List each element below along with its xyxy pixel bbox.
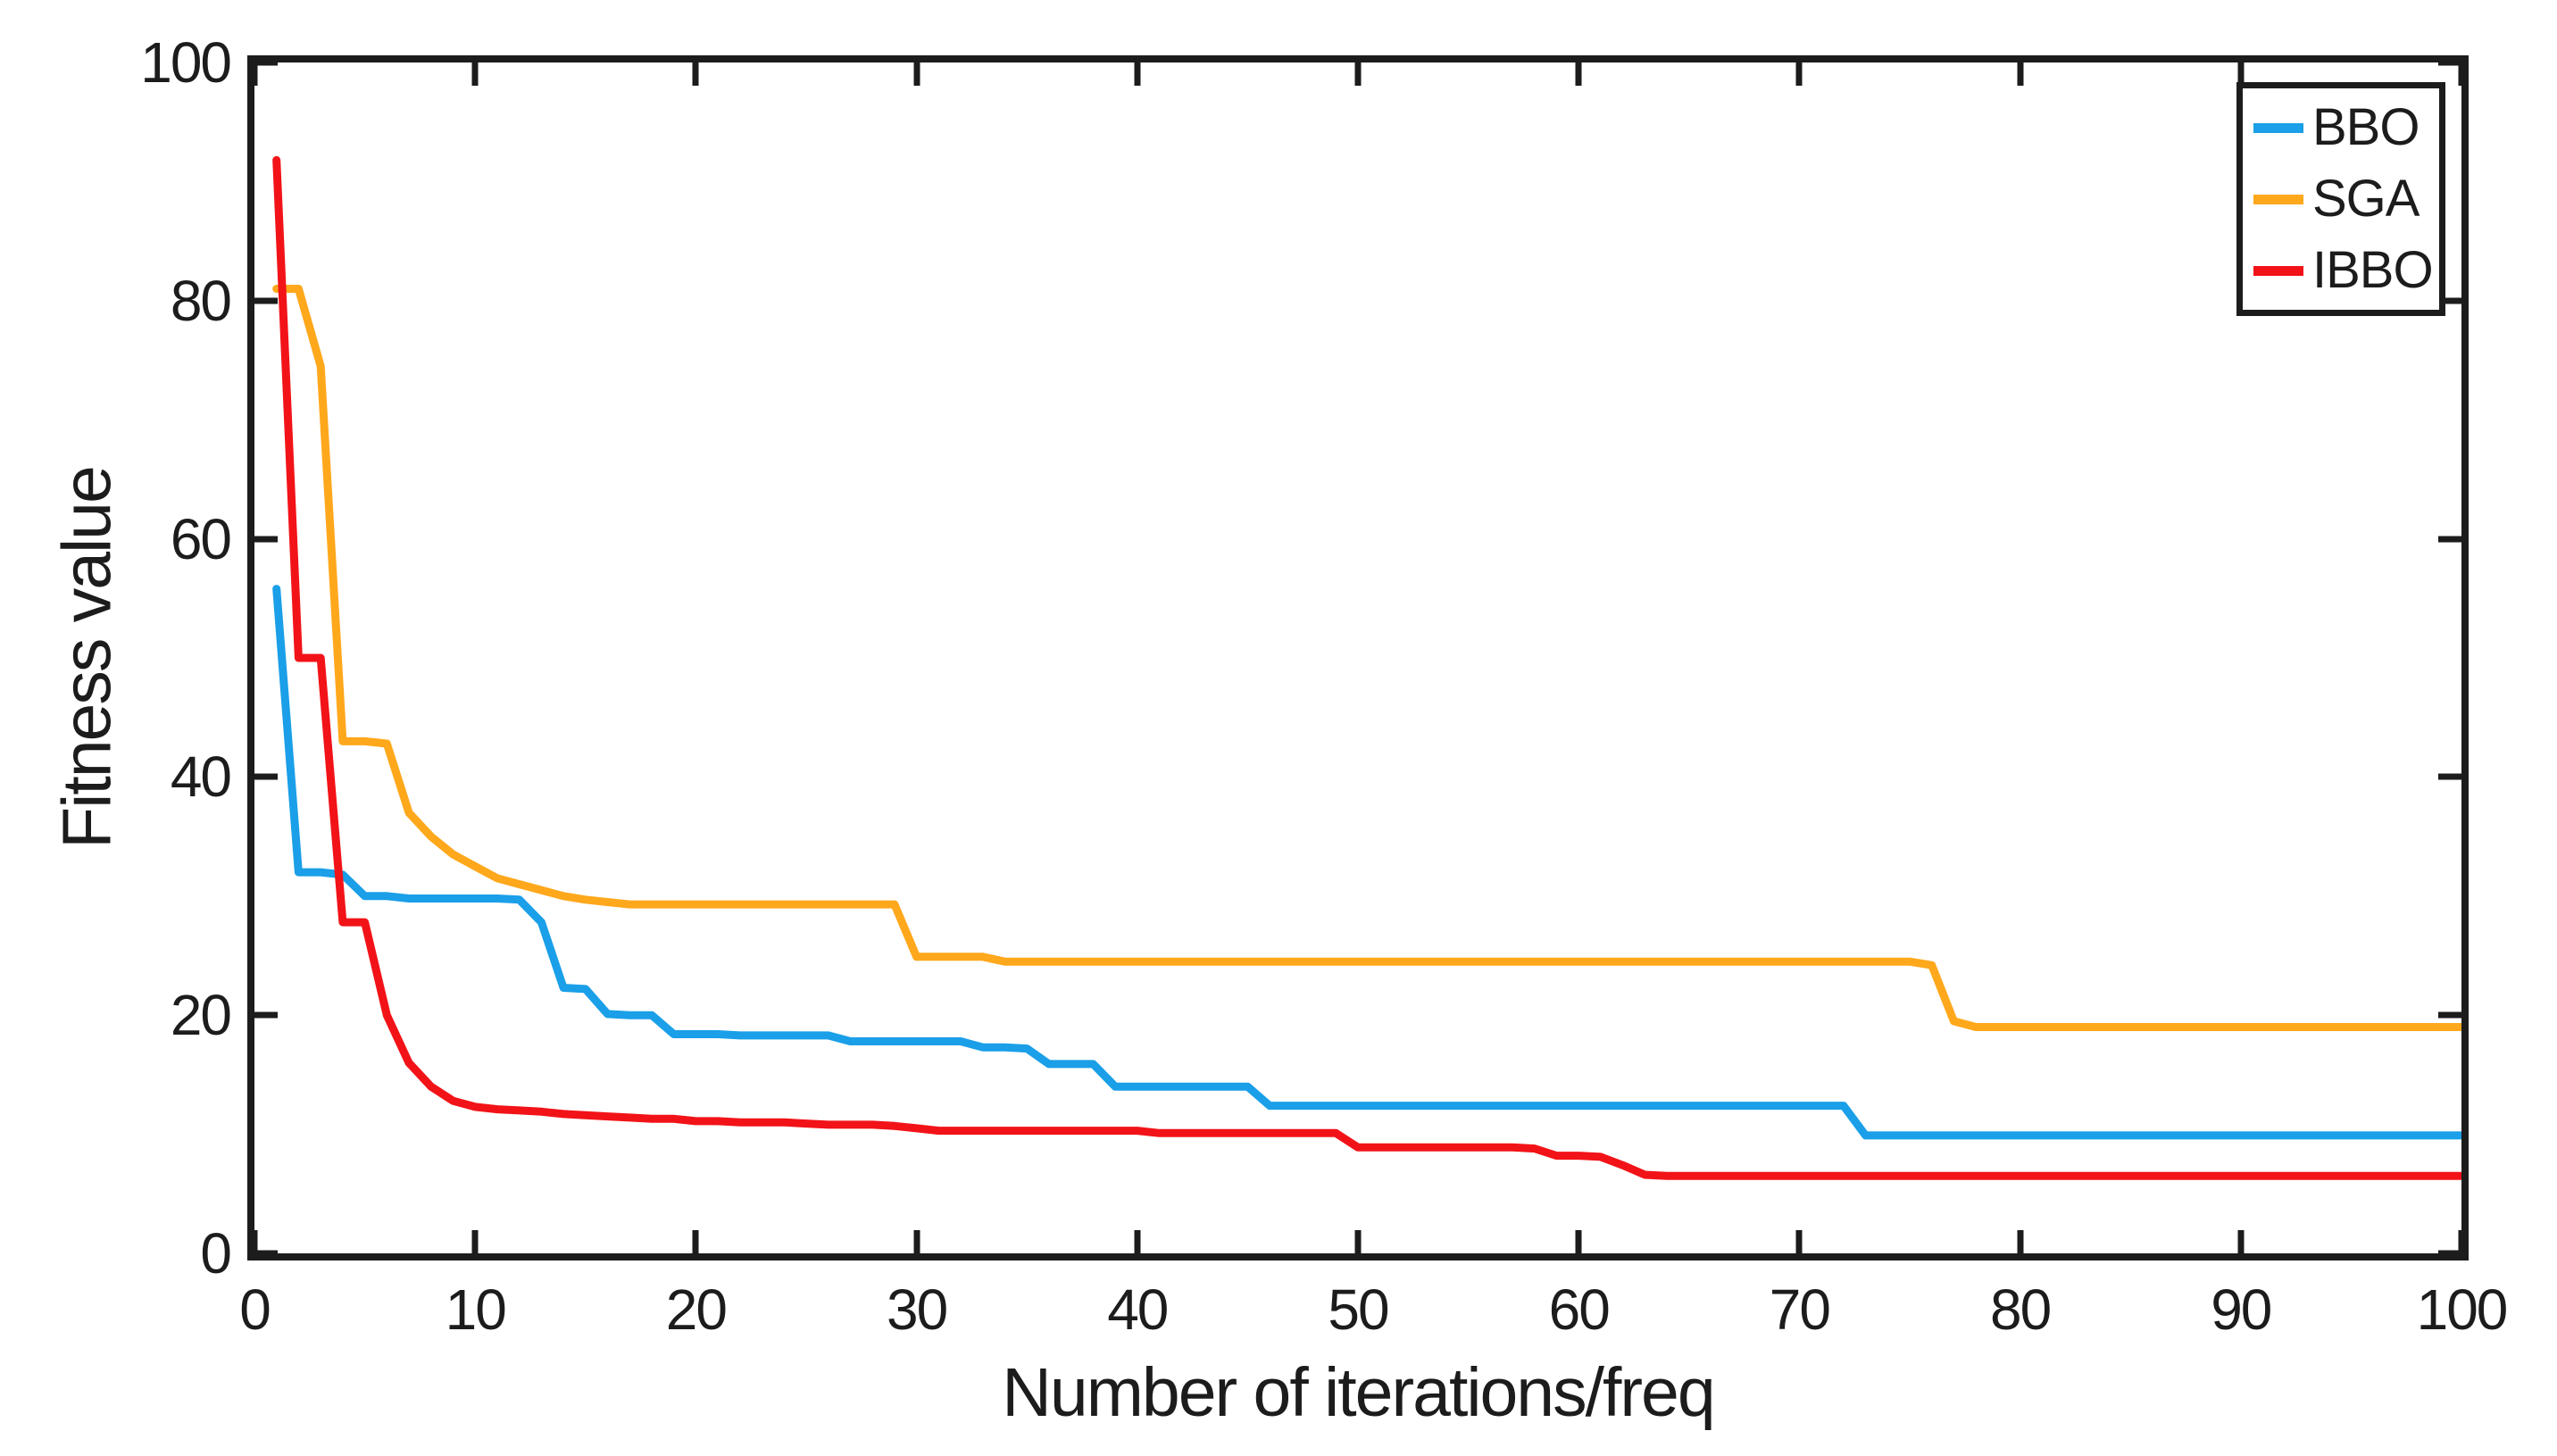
x-tick-label: 50 bbox=[1328, 1277, 1389, 1342]
y-tick-mark bbox=[2438, 297, 2461, 304]
x-tick-mark bbox=[2237, 62, 2245, 86]
legend-item-bbo: BBO bbox=[2253, 102, 2439, 154]
legend-label: BBO bbox=[2312, 98, 2420, 156]
x-tick-label: 10 bbox=[445, 1277, 507, 1342]
x-axis-title: Number of iterations/freq bbox=[1002, 1354, 1715, 1431]
x-tick-mark bbox=[251, 62, 258, 86]
x-tick-mark bbox=[1795, 1230, 1803, 1253]
x-tick-mark bbox=[251, 1230, 258, 1253]
y-tick-mark bbox=[2438, 536, 2461, 543]
x-tick-label: 100 bbox=[2416, 1277, 2509, 1342]
x-tick-mark bbox=[1354, 1230, 1362, 1253]
x-tick-mark bbox=[471, 1230, 479, 1253]
series-line-bbo bbox=[272, 585, 2461, 1140]
legend-item-sga: SGA bbox=[2253, 173, 2439, 225]
y-tick-mark bbox=[254, 1250, 278, 1257]
legend-label: IBBO bbox=[2312, 241, 2434, 299]
x-tick-label: 20 bbox=[665, 1277, 728, 1342]
y-tick-label: 0 bbox=[200, 1221, 232, 1285]
x-tick-mark bbox=[913, 62, 920, 86]
y-tick-mark bbox=[2438, 1250, 2461, 1257]
legend-item-ibbo: IBBO bbox=[2253, 245, 2439, 296]
x-tick-mark bbox=[1795, 62, 1803, 86]
x-tick-label: 80 bbox=[1990, 1277, 2052, 1342]
x-tick-mark bbox=[2017, 62, 2024, 86]
series-lines bbox=[272, 155, 2461, 1180]
x-tick-mark bbox=[913, 1230, 920, 1253]
x-tick-label: 60 bbox=[1548, 1277, 1611, 1342]
y-tick-label: 20 bbox=[170, 983, 232, 1048]
legend-line-swatch-bbo bbox=[2253, 122, 2303, 133]
x-tick-mark bbox=[692, 1230, 699, 1253]
series-line-sga bbox=[272, 285, 2461, 1031]
series-line-ibbo bbox=[272, 155, 2461, 1180]
x-tick-mark bbox=[692, 62, 699, 86]
legend-label: SGA bbox=[2312, 170, 2420, 228]
y-tick-label: 100 bbox=[140, 30, 232, 95]
x-tick-label: 90 bbox=[2211, 1277, 2272, 1342]
y-tick-mark bbox=[2438, 1011, 2461, 1019]
x-tick-mark bbox=[1354, 62, 1362, 86]
y-tick-label: 60 bbox=[170, 506, 232, 571]
x-tick-mark bbox=[471, 62, 479, 86]
legend: BBO SGA IBBO bbox=[2236, 82, 2445, 316]
x-tick-label: 40 bbox=[1107, 1277, 1169, 1342]
plot-area: BBO SGA IBBO bbox=[247, 55, 2469, 1260]
x-tick-mark bbox=[2458, 62, 2465, 86]
y-tick-label: 80 bbox=[170, 268, 232, 333]
y-tick-mark bbox=[254, 1011, 278, 1019]
y-tick-mark bbox=[254, 773, 278, 780]
x-tick-mark bbox=[1575, 62, 1582, 86]
y-tick-mark bbox=[254, 59, 278, 66]
x-tick-label: 0 bbox=[239, 1277, 271, 1342]
legend-line-swatch-sga bbox=[2253, 194, 2303, 204]
y-tick-mark bbox=[2438, 59, 2461, 66]
y-tick-mark bbox=[254, 297, 278, 304]
y-tick-mark bbox=[254, 536, 278, 543]
y-tick-label: 40 bbox=[170, 745, 232, 810]
x-tick-label: 30 bbox=[887, 1277, 948, 1342]
x-tick-mark bbox=[1134, 62, 1141, 86]
y-tick-mark bbox=[2438, 773, 2461, 780]
x-tick-mark bbox=[2237, 1230, 2245, 1253]
x-tick-label: 70 bbox=[1769, 1277, 1831, 1342]
legend-line-swatch-ibbo bbox=[2253, 265, 2303, 276]
x-tick-mark bbox=[2458, 1230, 2465, 1253]
x-tick-mark bbox=[1134, 1230, 1141, 1253]
x-tick-mark bbox=[2017, 1230, 2024, 1253]
x-tick-mark bbox=[1575, 1230, 1582, 1253]
